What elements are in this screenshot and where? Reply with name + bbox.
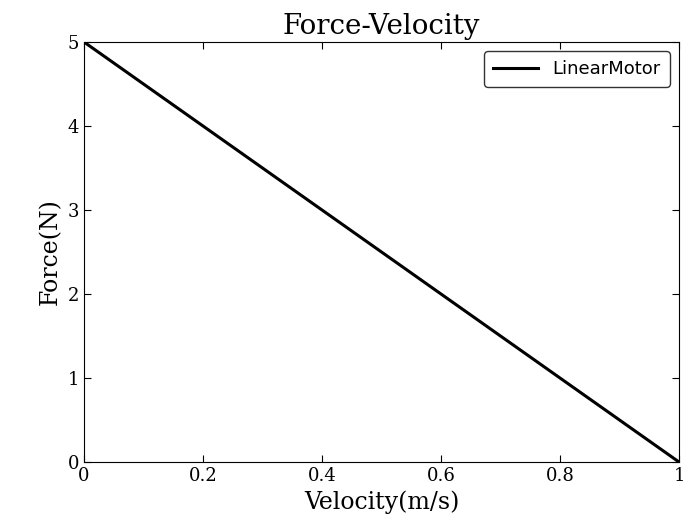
- LinearMotor: [402, 266, 410, 272]
- LinearMotor: [434, 289, 442, 295]
- Line: LinearMotor: LinearMotor: [84, 42, 679, 462]
- LinearMotor: [366, 241, 375, 247]
- Title: Force-Velocity: Force-Velocity: [283, 13, 480, 40]
- LinearMotor: [363, 238, 371, 245]
- LinearMotor: [661, 449, 669, 455]
- LinearMotor: [675, 459, 683, 465]
- LinearMotor: [80, 39, 88, 45]
- Y-axis label: Force(N): Force(N): [39, 198, 62, 306]
- X-axis label: Velocity(m/s): Velocity(m/s): [304, 490, 459, 514]
- LinearMotor: [568, 383, 576, 390]
- Legend: LinearMotor: LinearMotor: [484, 51, 670, 87]
